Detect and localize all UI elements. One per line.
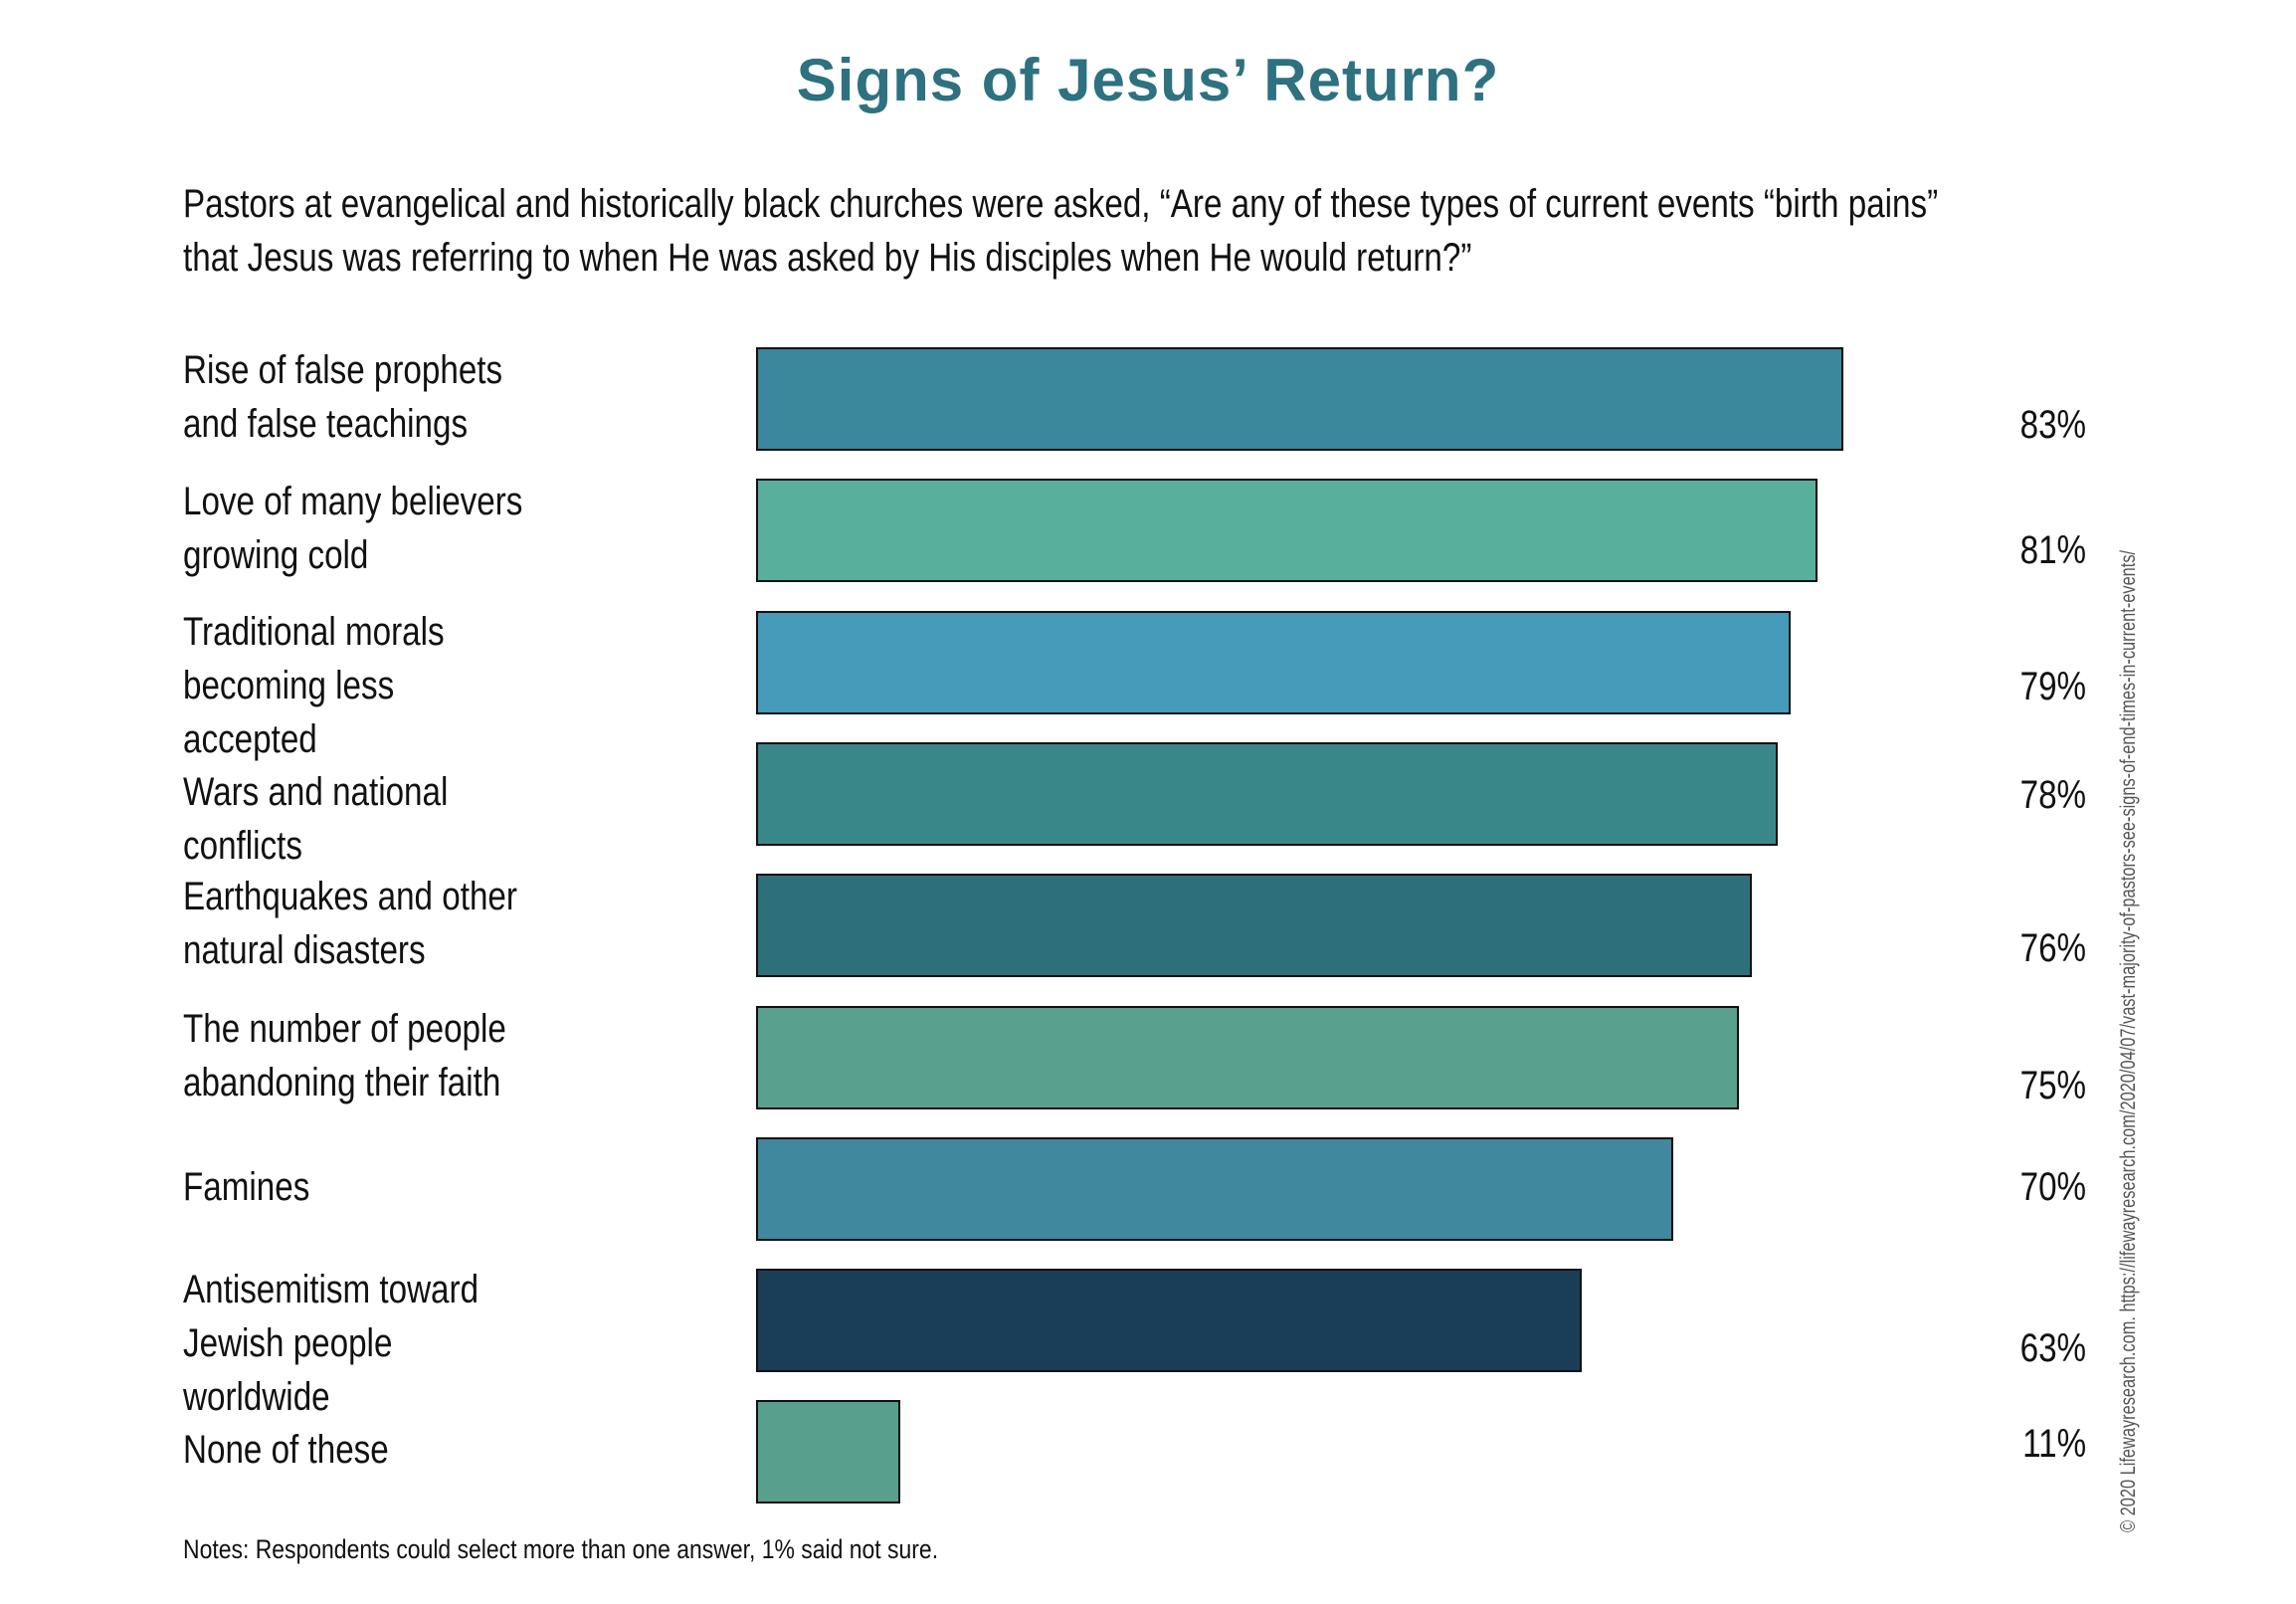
category-label: Earthquakes and other natural disasters — [183, 875, 517, 973]
value-label: 76% — [2019, 926, 2086, 970]
category-label: Antisemitism toward Jewish people worldw… — [183, 1268, 479, 1420]
chart-subtitle: Pastors at evangelical and historically … — [183, 182, 1939, 280]
category-label: Wars and national conflicts — [183, 769, 449, 868]
value-label: 83% — [2019, 403, 2086, 447]
value-label: 79% — [2019, 665, 2086, 708]
bar — [756, 610, 1792, 714]
bar — [756, 347, 1844, 451]
value-label: 70% — [2019, 1165, 2086, 1209]
chart-title: Signs of Jesus’ Return? — [796, 47, 1500, 113]
bar — [756, 741, 1779, 846]
value-label: 11% — [2022, 1422, 2086, 1466]
copyright-source: © 2020 Lifewayresearch.com. https://life… — [2117, 274, 2141, 1532]
bar — [756, 1136, 1673, 1241]
bar — [756, 874, 1752, 978]
category-label: Love of many believers growing cold — [183, 480, 523, 578]
category-label: Rise of false prophets and false teachin… — [183, 348, 503, 446]
bar — [756, 1005, 1739, 1109]
copyright-text: © 2020 Lifewayresearch.com. https://life… — [2117, 549, 2140, 1532]
value-label: 75% — [2019, 1064, 2086, 1107]
category-label: Famines — [183, 1164, 310, 1209]
category-label: The number of people abandoning their fa… — [183, 1006, 506, 1104]
chart-notes: Notes: Respondents could select more tha… — [183, 1534, 939, 1564]
bar — [756, 1269, 1582, 1373]
value-label: 78% — [2019, 773, 2086, 817]
category-label: Traditional morals becoming less accepte… — [183, 609, 445, 761]
category-label: None of these — [183, 1428, 389, 1473]
bar — [756, 479, 1818, 583]
value-label: 81% — [2019, 528, 2086, 572]
value-label: 63% — [2019, 1326, 2086, 1370]
bar — [756, 1400, 900, 1504]
